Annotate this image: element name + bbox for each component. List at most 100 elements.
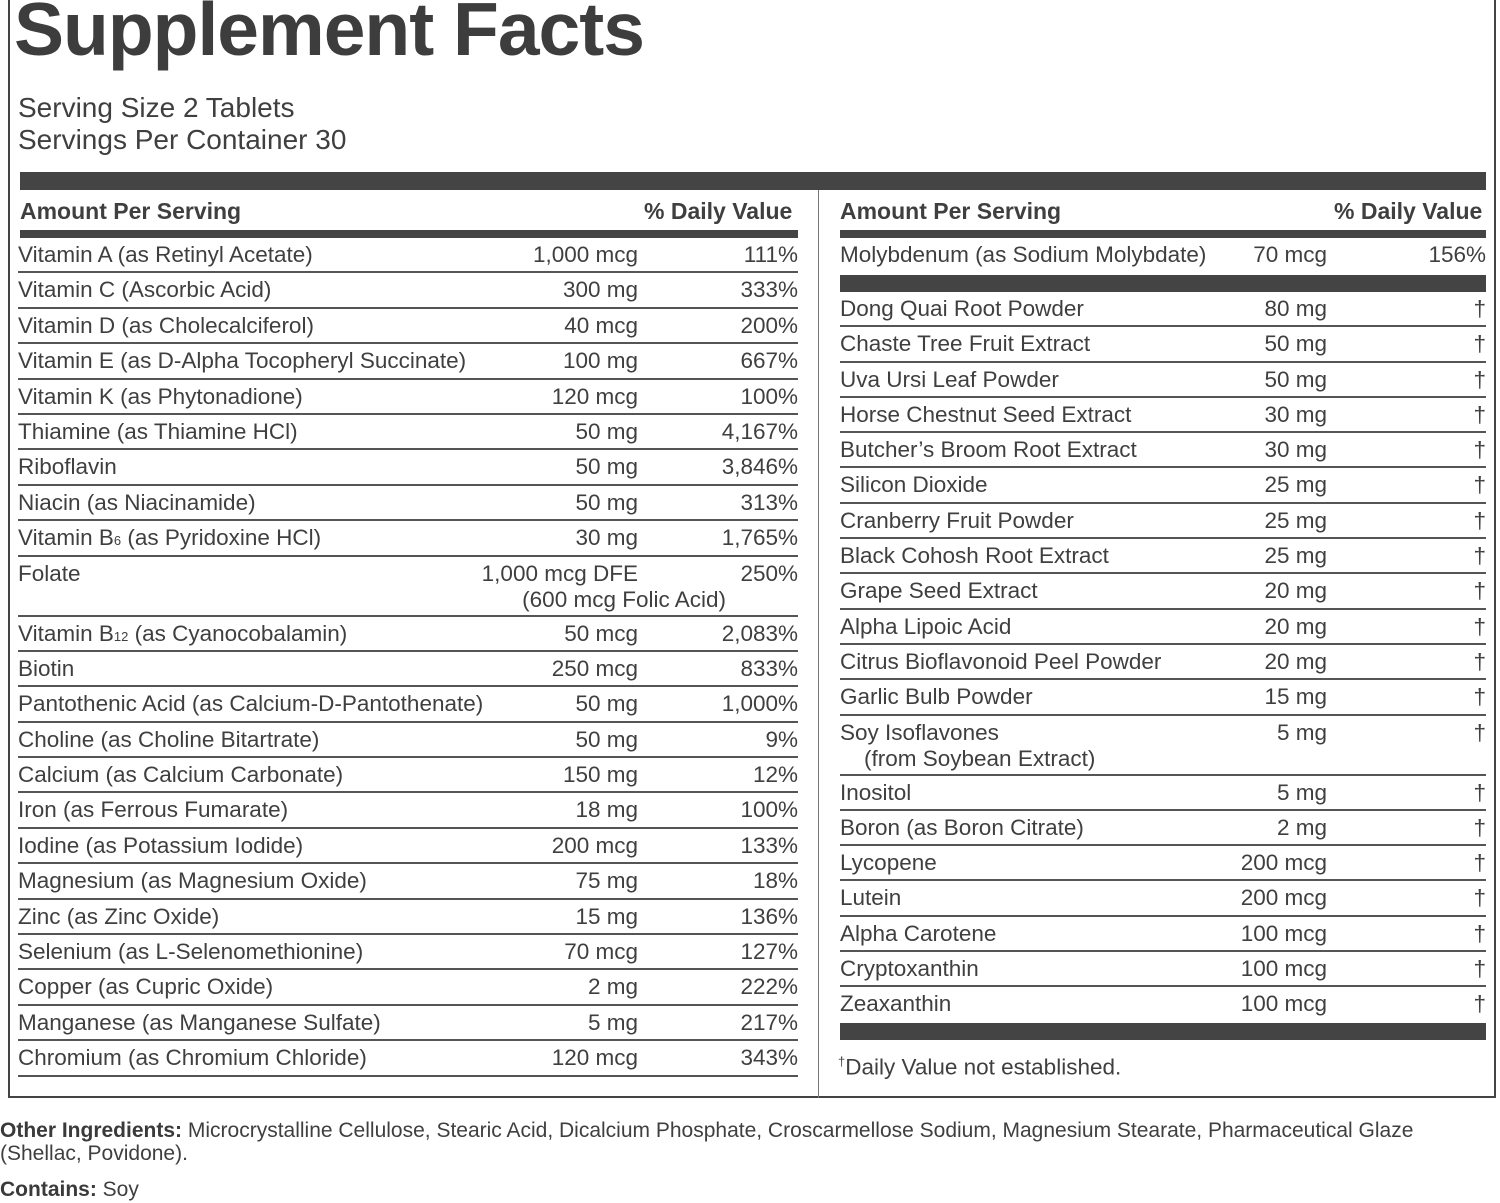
nutrient-name: Inositol — [840, 779, 912, 805]
right-ingredient-table: Dong Quai Root Powder 80 mg † Chaste Tree F… — [840, 292, 1486, 1023]
name-suffix: (as Pyridoxine HCl) — [121, 525, 322, 551]
footnote-text: Daily Value not established. — [845, 1054, 1122, 1080]
nutrient-name: Lutein — [840, 885, 902, 911]
amount: 100 mcg — [1240, 956, 1327, 982]
amount: 30 mg — [575, 525, 638, 551]
table-row: Zeaxanthin 100 mcg † — [840, 987, 1486, 1022]
table-row: Butcher’s Broom Root Extract 30 mg † — [840, 433, 1486, 469]
daily-value: 100% — [740, 797, 798, 823]
name-subscript: 6 — [113, 533, 122, 549]
table-row: Chaste Tree Fruit Extract 50 mg † — [840, 327, 1486, 363]
daily-value: † — [1473, 507, 1486, 533]
nutrient-name: Riboflavin — [18, 454, 117, 480]
daily-value: 156% — [1428, 242, 1486, 267]
nutrient-name: Black Cohosh Root Extract — [840, 543, 1109, 569]
table-row: Boron (as Boron Citrate) 2 mg † — [840, 811, 1486, 847]
nutrient-name: Iodine (as Potassium Iodide) — [18, 832, 304, 858]
serving-size: Serving Size 2 Tablets — [18, 92, 295, 123]
amount: 120 mcg — [551, 1045, 638, 1071]
table-row: Molybdenum (as Sodium Molybdate) 70 mcg 15… — [840, 238, 1486, 275]
amount: 15 mg — [575, 903, 638, 929]
supplement-facts-panel — [8, 0, 1496, 1098]
name-subscript: 12 — [113, 628, 129, 644]
nutrient-name: Vitamin K (as Phytonadione) — [18, 383, 303, 409]
daily-value: 2,083% — [721, 620, 798, 646]
amount: 250 mcg — [551, 655, 638, 681]
amount: 80 mg — [1264, 296, 1327, 321]
table-row: Vitamin D (as Cholecalciferol) 40 mcg 200% — [18, 309, 798, 345]
amount: 25 mg — [1264, 472, 1327, 498]
table-row: Vitamin E (as D-Alpha Tocopheryl Succina… — [18, 344, 798, 380]
daily-value: † — [1473, 401, 1486, 427]
amount: 100 mcg — [1240, 991, 1327, 1017]
table-row: Iron (as Ferrous Fumarate) 18 mg 100% — [18, 793, 798, 829]
amount: 25 mg — [1264, 507, 1327, 533]
nutrient-name: Alpha Carotene — [840, 920, 997, 946]
table-row: Thiamine (as Thiamine HCl) 50 mg 4,167% — [18, 415, 798, 451]
daily-value: † — [1473, 885, 1486, 911]
amount: 200 mcg — [1240, 885, 1327, 911]
left-amount-header: Amount Per Serving — [20, 198, 242, 224]
other-ingredients-text: Microcrystalline Cellulose, Stearic Acid… — [0, 1119, 1414, 1165]
right-bottom-rule — [840, 1023, 1486, 1040]
amount: 2 mg — [1276, 814, 1327, 840]
nutrient-name: Soy Isoflavones — [840, 719, 999, 745]
table-row: Alpha Carotene 100 mcg † — [840, 917, 1486, 953]
table-row: Cranberry Fruit Powder 25 mg † — [840, 504, 1486, 540]
nutrient-name: Zinc (as Zinc Oxide) — [18, 903, 220, 929]
amount: 5 mg — [587, 1009, 638, 1035]
nutrient-name: Zeaxanthin — [840, 991, 952, 1017]
contains-label: Contains: — [0, 1178, 97, 1201]
nutrient-name: Magnesium (as Magnesium Oxide) — [18, 868, 367, 894]
table-row: Manganese (as Manganese Sulfate) 5 mg 217% — [18, 1006, 798, 1042]
amount: 20 mg — [1264, 648, 1327, 674]
daily-value: † — [1473, 684, 1486, 710]
name-prefix: Vitamin B — [18, 620, 114, 646]
table-row: Vitamin A (as Retinyl Acetate) 1,000 mcg 1… — [18, 238, 798, 274]
amount: 5 mg — [1276, 719, 1327, 745]
nutrient-name: Vitamin D (as Cholecalciferol) — [18, 312, 314, 338]
daily-value: 4,167% — [721, 418, 798, 444]
table-row: Lutein 200 mcg † — [840, 881, 1486, 917]
name-prefix: Vitamin B — [18, 525, 114, 551]
allergen-statement: Contains: Soy — [0, 1178, 139, 1201]
daily-value: 250% — [740, 560, 798, 586]
nutrient-name: Dong Quai Root Powder — [840, 296, 1084, 321]
nutrient-name: Thiamine (as Thiamine HCl) — [18, 418, 298, 444]
table-row: Selenium (as L-Selenomethionine) 70 mcg 12… — [18, 935, 798, 971]
daily-value: † — [1473, 296, 1486, 321]
daily-value: † — [1473, 779, 1486, 805]
nutrient-name-line2: (from Soybean Extract) — [864, 745, 1096, 771]
table-row: Choline (as Choline Bitartrate) 50 mg 9% — [18, 723, 798, 759]
nutrient-name: Folate — [18, 560, 81, 586]
nutrient-name: Copper (as Cupric Oxide) — [18, 974, 274, 1000]
daily-value: 3,846% — [721, 454, 798, 480]
left-nutrient-table: Vitamin A (as Retinyl Acetate) 1,000 mcg 1… — [18, 238, 798, 1077]
table-row: Black Cohosh Root Extract 25 mg † — [840, 539, 1486, 575]
nutrient-name: Vitamin C (Ascorbic Acid) — [18, 277, 272, 303]
amount: 50 mg — [575, 418, 638, 444]
amount: 20 mg — [1264, 613, 1327, 639]
amount: 50 mg — [1264, 331, 1327, 357]
amount: 100 mcg — [1240, 920, 1327, 946]
right-header-rule — [840, 230, 1486, 238]
daily-value: † — [1473, 331, 1486, 357]
nutrient-name: Biotin — [18, 655, 75, 681]
amount: 50 mg — [575, 489, 638, 515]
nutrient-name: Vitamin B12 (as Cyanocobalamin) — [18, 621, 347, 650]
nutrient-name: Niacin (as Niacinamide) — [18, 489, 256, 515]
daily-value: † — [1473, 437, 1486, 463]
nutrient-name: Grape Seed Extract — [840, 578, 1038, 604]
table-row: Vitamin B6 (as Pyridoxine HCl) 30 mg 1,765… — [18, 521, 798, 557]
table-row: Alpha Lipoic Acid 20 mg † — [840, 610, 1486, 645]
table-row: Vitamin K (as Phytonadione) 120 mcg 100% — [18, 380, 798, 415]
daily-value: 1,765% — [721, 525, 798, 551]
amount: 20 mg — [1264, 578, 1327, 604]
amount: 30 mg — [1264, 437, 1327, 463]
amount: 300 mg — [562, 277, 638, 303]
other-ingredients-label: Other Ingredients: — [0, 1119, 183, 1142]
footnote: †Daily Value not established. — [838, 1048, 1121, 1082]
daily-value: 833% — [740, 655, 798, 681]
daily-value: † — [1473, 956, 1486, 982]
nutrient-name: Garlic Bulb Powder — [840, 684, 1033, 710]
